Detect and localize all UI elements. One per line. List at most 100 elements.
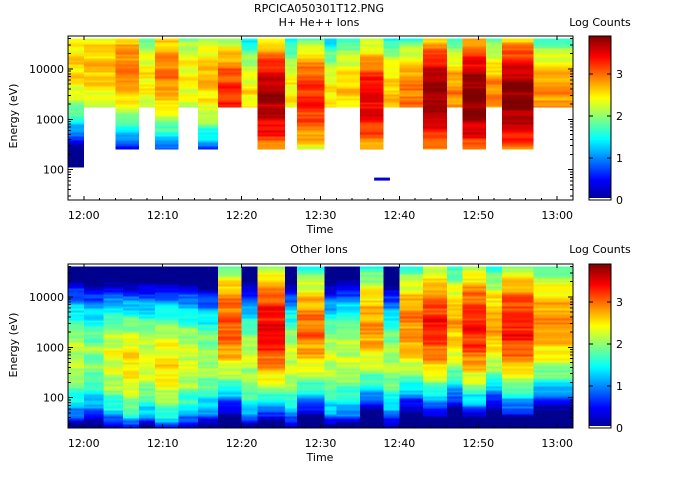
heatmap-cell <box>462 346 487 349</box>
heatmap-cell <box>257 312 285 315</box>
heatmap-cell <box>241 302 258 305</box>
heatmap-cell <box>336 290 360 293</box>
heatmap-cell <box>178 46 199 49</box>
heatmap-cell <box>383 74 400 77</box>
heatmap-cell <box>399 380 424 383</box>
heatmap-cell <box>284 392 297 395</box>
heatmap-cell <box>501 324 534 327</box>
heatmap-cell <box>359 80 384 83</box>
heatmap-cell <box>533 314 573 317</box>
heatmap-cell <box>217 392 242 395</box>
heatmap-cell <box>154 146 179 149</box>
heatmap-cell <box>399 312 424 315</box>
heatmap-cell <box>486 80 502 83</box>
heatmap-cell <box>296 422 325 425</box>
heatmap-cell <box>399 282 424 285</box>
heatmap-cell <box>399 402 424 405</box>
heatmap-cell <box>296 80 325 83</box>
heatmap-cell <box>359 50 384 53</box>
heatmap-cell <box>423 420 447 423</box>
heatmap-cell <box>533 44 573 47</box>
heatmap-cell <box>68 426 84 428</box>
colorbar-swatch <box>589 422 611 425</box>
colorbar-swatch <box>589 134 611 137</box>
heatmap-cell <box>241 342 258 345</box>
heatmap-cell <box>241 352 258 355</box>
heatmap-cell <box>336 80 360 83</box>
heatmap-cell <box>486 314 502 317</box>
heatmap-cell <box>198 118 218 121</box>
heatmap-cell <box>383 304 400 307</box>
heatmap-cell <box>178 288 199 291</box>
heatmap-cell <box>217 382 242 385</box>
heatmap-cell <box>423 284 447 287</box>
heatmap-cell <box>359 38 384 41</box>
heatmap-cell <box>198 142 218 145</box>
colorbar-swatch <box>589 366 611 369</box>
heatmap-cell <box>68 424 84 427</box>
heatmap-cell <box>462 320 487 323</box>
heatmap-cell <box>501 88 534 91</box>
heatmap-cell <box>154 294 179 297</box>
heatmap-cell <box>383 80 400 83</box>
heatmap-cell <box>68 44 84 47</box>
heatmap-cell <box>399 420 424 423</box>
heatmap-cell <box>198 346 218 349</box>
heatmap-cell <box>324 360 337 363</box>
heatmap-cell <box>154 312 179 315</box>
heatmap-cell <box>103 404 124 407</box>
heatmap-cell <box>139 56 155 59</box>
heatmap-cell <box>68 134 84 137</box>
heatmap-cell <box>178 286 199 289</box>
heatmap-cell <box>296 44 325 47</box>
heatmap-cell <box>359 72 384 75</box>
heatmap-cell <box>324 78 337 81</box>
heatmap-cell <box>423 96 447 99</box>
heatmap-cell <box>83 80 116 83</box>
heatmap-cell <box>241 354 258 357</box>
heatmap-cell <box>154 38 179 41</box>
heatmap-cell <box>198 376 218 379</box>
heatmap-cell <box>336 38 360 41</box>
heatmap-cell <box>83 306 104 309</box>
heatmap-cell <box>446 344 463 347</box>
heatmap-cell <box>257 372 285 375</box>
heatmap-cell <box>501 362 534 365</box>
heatmap-cell <box>115 112 140 115</box>
heatmap-cell <box>257 356 285 359</box>
heatmap-cell <box>68 64 84 67</box>
heatmap-cell <box>446 364 463 367</box>
heatmap-cell <box>486 338 502 341</box>
heatmap-cell <box>154 138 179 141</box>
heatmap-cell <box>359 330 384 333</box>
heatmap-cell <box>296 74 325 77</box>
x-tick-label: 12:10 <box>147 209 179 222</box>
heatmap-cell <box>139 94 155 97</box>
heatmap-cell <box>324 70 337 73</box>
heatmap-cell <box>83 294 104 297</box>
heatmap-cell <box>462 132 487 135</box>
heatmap-cell <box>501 412 534 415</box>
heatmap-cell <box>399 302 424 305</box>
colorbar-swatch <box>589 382 611 385</box>
heatmap-cell <box>68 132 84 135</box>
x-tick-label: 12:00 <box>68 209 100 222</box>
heatmap-cell <box>336 58 360 61</box>
heatmap-cell <box>462 48 487 51</box>
heatmap-cell <box>383 412 400 415</box>
heatmap-cell <box>446 86 463 89</box>
heatmap-cell <box>296 342 325 345</box>
heatmap-cell <box>423 268 447 271</box>
heatmap-cell <box>423 408 447 411</box>
heatmap-cell <box>462 284 487 287</box>
heatmap-cell <box>83 98 116 101</box>
heatmap-cell <box>359 328 384 331</box>
heatmap-cell <box>501 268 534 271</box>
heatmap-cell <box>123 362 140 365</box>
heatmap-cell <box>83 330 104 333</box>
heatmap-cell <box>217 360 242 363</box>
heatmap-cell <box>284 414 297 417</box>
heatmap-cell <box>123 324 140 327</box>
heatmap-cell <box>501 348 534 351</box>
heatmap-cell <box>359 312 384 315</box>
